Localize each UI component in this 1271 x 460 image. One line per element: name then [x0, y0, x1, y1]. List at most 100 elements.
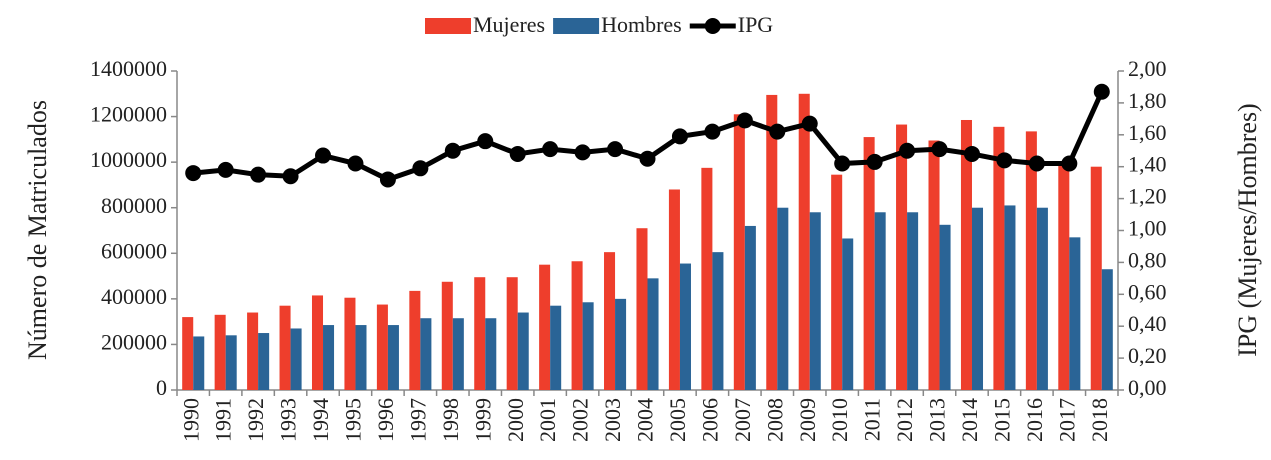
- point: [412, 160, 429, 177]
- bar: [506, 277, 518, 390]
- y2-tick-label: 0,40: [1128, 311, 1167, 336]
- y-tick-label: 400000: [101, 284, 167, 309]
- bar: [874, 212, 886, 390]
- bar: [863, 137, 875, 390]
- x-tick-label: 2018: [1087, 398, 1112, 442]
- point: [282, 168, 299, 185]
- bar: [311, 295, 324, 390]
- bar: [1069, 237, 1081, 390]
- x-tick-label: 2006: [697, 398, 722, 442]
- bar: [258, 333, 270, 390]
- x-tick-label: 1999: [470, 398, 495, 442]
- bar: [323, 325, 335, 390]
- bar: [376, 304, 388, 390]
- point: [1093, 83, 1110, 100]
- x-tick-label: 2014: [957, 398, 982, 442]
- bar: [214, 314, 226, 390]
- y2-tick-label: 1,60: [1128, 120, 1167, 145]
- bar: [420, 318, 432, 390]
- bar: [777, 207, 789, 390]
- bar: [615, 298, 627, 390]
- x-tick-label: 2015: [989, 398, 1014, 442]
- bar: [1058, 162, 1070, 390]
- bar: [474, 277, 486, 390]
- bar: [712, 252, 724, 390]
- point: [185, 165, 202, 182]
- x-tick-label: 1993: [276, 398, 301, 442]
- bar: [744, 225, 756, 390]
- y-tick-label: 1000000: [90, 147, 167, 172]
- y2-tick-label: 0,80: [1128, 247, 1167, 272]
- x-tick-label: 2011: [860, 398, 885, 441]
- point: [1061, 155, 1078, 172]
- point: [217, 161, 234, 178]
- y2-tick-label: 1,20: [1128, 184, 1167, 209]
- bar: [571, 261, 583, 390]
- bar: [355, 325, 367, 390]
- bar: [679, 263, 691, 390]
- point: [1028, 155, 1045, 172]
- point: [671, 128, 688, 145]
- bar: [387, 325, 399, 390]
- x-tick-label: 2009: [795, 398, 820, 442]
- point: [542, 141, 559, 158]
- point: [899, 142, 916, 159]
- x-tick-label: 2010: [827, 398, 852, 442]
- point: [477, 133, 494, 150]
- bar: [1036, 207, 1048, 390]
- bar: [831, 174, 843, 390]
- bar: [668, 189, 680, 390]
- point: [801, 115, 818, 132]
- bar: [1004, 205, 1016, 390]
- point: [379, 171, 396, 188]
- x-tick-label: 2013: [925, 398, 950, 442]
- y-tick-label: 200000: [101, 329, 167, 354]
- x-tick-label: 1994: [308, 398, 333, 442]
- point: [736, 112, 753, 129]
- y2-axis-title: IPG (Mujeres/Hombres): [1233, 103, 1262, 356]
- bar: [896, 124, 908, 391]
- bar: [971, 207, 984, 390]
- y2-tick-label: 0,20: [1128, 343, 1167, 368]
- bar: [1025, 131, 1037, 390]
- bar: [798, 93, 810, 391]
- bar: [701, 167, 713, 390]
- y2-tick-label: 1,40: [1128, 152, 1167, 177]
- point: [704, 123, 721, 140]
- bar: [225, 335, 237, 390]
- bar: [647, 278, 659, 390]
- point: [509, 145, 526, 162]
- bar: [247, 312, 259, 390]
- x-tick-label: 2012: [892, 398, 917, 442]
- y-tick-label: 1400000: [90, 56, 167, 81]
- bar: [485, 318, 497, 390]
- x-tick-label: 1990: [178, 398, 203, 442]
- point: [931, 141, 948, 158]
- point: [834, 155, 851, 172]
- bar: [993, 126, 1005, 390]
- legend-label: Mujeres: [473, 12, 545, 37]
- bar: [766, 94, 778, 391]
- legend-swatch: [425, 18, 471, 34]
- legend-label: Hombres: [601, 12, 682, 37]
- y2-tick-label: 0,00: [1128, 375, 1167, 400]
- y-axis-title: Número de Matriculados: [23, 100, 52, 360]
- bar: [636, 228, 648, 390]
- bar: [842, 238, 854, 390]
- x-tick-label: 1998: [438, 398, 463, 442]
- y2-tick-label: 2,00: [1128, 56, 1167, 81]
- point: [250, 166, 267, 183]
- bar: [928, 140, 940, 390]
- y2-tick-label: 0,60: [1128, 279, 1167, 304]
- bar: [1090, 166, 1102, 390]
- x-tick-label: 2008: [762, 398, 787, 442]
- point: [574, 144, 591, 161]
- legend-swatch: [704, 18, 721, 34]
- bar: [182, 317, 194, 390]
- point: [639, 150, 656, 167]
- bar: [550, 305, 562, 390]
- legend-swatch: [553, 18, 600, 34]
- bar: [907, 212, 919, 390]
- bar: [539, 264, 551, 390]
- point: [607, 141, 624, 158]
